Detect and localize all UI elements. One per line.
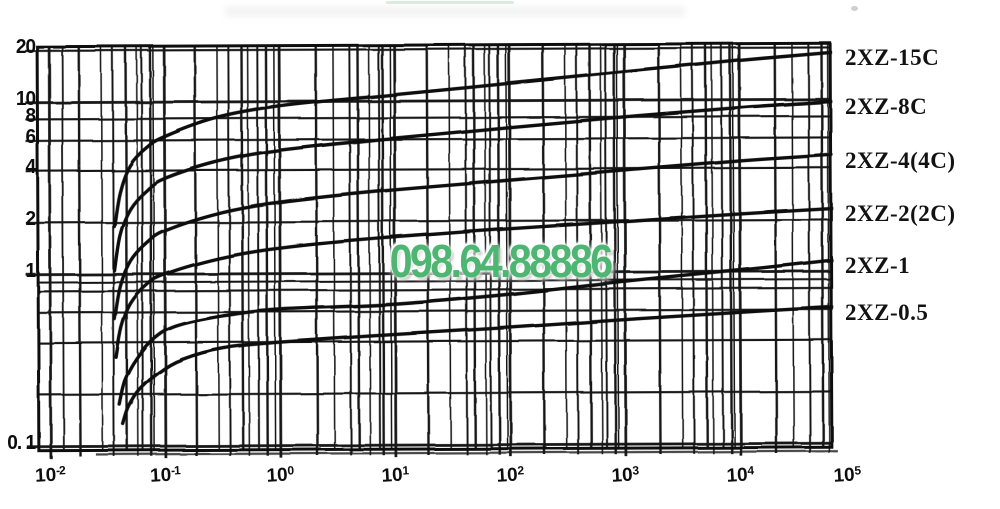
y-axis-label: 10	[15, 88, 36, 110]
curve-2XZ-2(2C)	[114, 206, 834, 359]
y-axis-label: 6	[25, 126, 36, 149]
pump-curves	[112, 50, 834, 426]
x-axis-label: 103	[611, 463, 639, 487]
top-scan-line	[386, 1, 514, 4]
legend-item-2xz-4-4c: 2XZ-4(4C)	[845, 147, 956, 173]
x-axis-label: 102	[496, 463, 524, 487]
y-axis-label: 1	[25, 260, 36, 282]
y-axis-label: 2	[25, 208, 36, 231]
x-axis-label: 105	[833, 463, 861, 487]
legend-item-2xz-15c: 2XZ-15C	[845, 45, 940, 71]
legend-item-2xz-0-5: 2XZ-0.5	[845, 299, 929, 325]
curve-2XZ-8C	[112, 99, 834, 273]
curve-2XZ-0.5	[121, 305, 834, 426]
y-axis-label: 8	[25, 104, 36, 127]
x-axis-label: 104	[726, 463, 754, 487]
curve-2XZ-15C	[112, 50, 833, 229]
x-axis-label: 10-1	[149, 463, 181, 487]
y-axis-label: 20	[15, 36, 36, 59]
legend-item-2xz-8c: 2XZ-8C	[845, 94, 928, 120]
x-axis-label: 100	[266, 463, 294, 487]
y-axis-label: 4	[25, 156, 36, 179]
legend-item-2xz-2-2c: 2XZ-2(2C)	[845, 200, 956, 226]
curve-2XZ-1	[117, 258, 834, 407]
x-axis-label: 101	[381, 463, 409, 487]
curve-2XZ-4(4C)	[112, 153, 834, 321]
x-axis-label: 10-2	[34, 463, 66, 487]
y-axis-label: 0. 1	[7, 432, 36, 454]
scan-smudge	[225, 6, 685, 17]
scan-speck	[851, 6, 858, 11]
watermark-text: 098.64.88886	[389, 235, 614, 287]
legend-item-2xz-1: 2XZ-1	[845, 252, 911, 278]
